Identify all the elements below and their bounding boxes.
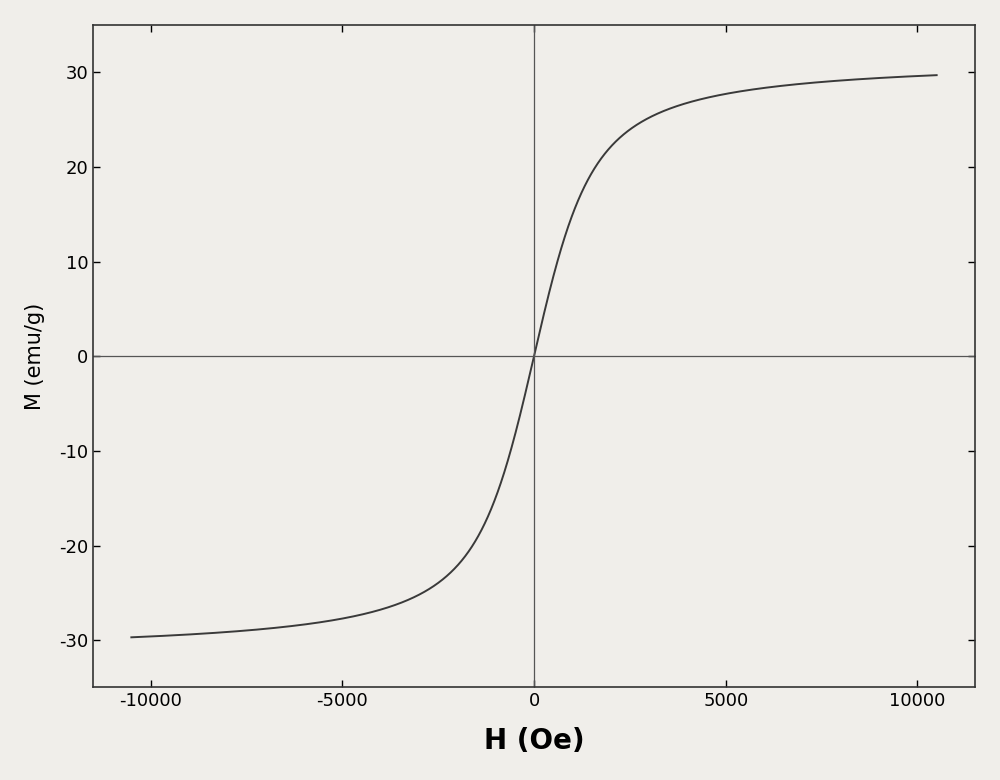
Y-axis label: M (emu/g): M (emu/g) (25, 303, 45, 410)
X-axis label: H (Oe): H (Oe) (484, 727, 584, 755)
